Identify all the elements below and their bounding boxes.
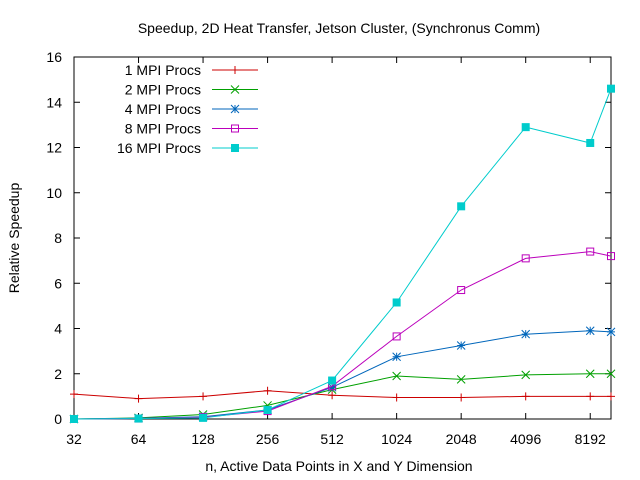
legend-label: 8 MPI Procs xyxy=(125,121,201,137)
data-point xyxy=(392,393,401,402)
legend-label: 1 MPI Procs xyxy=(125,62,201,78)
data-point xyxy=(457,393,466,402)
x-tick-label: 64 xyxy=(131,431,147,447)
x-tick-label: 1024 xyxy=(381,431,412,447)
series-line xyxy=(73,88,612,420)
y-tick-label: 8 xyxy=(54,230,62,246)
y-tick-label: 4 xyxy=(54,321,62,337)
data-point xyxy=(70,415,78,423)
data-point xyxy=(70,390,78,399)
y-tick-label: 6 xyxy=(54,275,62,291)
data-point xyxy=(199,392,208,401)
data-point xyxy=(585,326,595,336)
data-point xyxy=(392,298,401,307)
data-point xyxy=(231,124,239,133)
y-tick-label: 2 xyxy=(54,366,62,382)
x-tick-label: 8192 xyxy=(575,431,606,447)
data-point xyxy=(392,332,401,341)
data-point xyxy=(199,413,208,422)
data-point xyxy=(521,254,530,263)
legend-label: 2 MPI Procs xyxy=(125,82,201,98)
data-point xyxy=(607,84,615,93)
legend-label: 4 MPI Procs xyxy=(125,101,201,117)
x-tick-label: 4096 xyxy=(510,431,541,447)
data-point xyxy=(586,138,595,147)
x-tick-label: 128 xyxy=(191,431,215,447)
data-point xyxy=(606,369,616,379)
data-point xyxy=(134,414,143,423)
series-line xyxy=(73,251,612,420)
series-line xyxy=(73,373,611,420)
data-point xyxy=(231,66,239,74)
legend-label: 16 MPI Procs xyxy=(117,140,201,156)
data-point xyxy=(134,394,143,403)
x-tick-label: 256 xyxy=(256,431,280,447)
data-point xyxy=(457,202,466,211)
x-axis-label: n, Active Data Points in X and Y Dimensi… xyxy=(205,458,472,474)
data-point xyxy=(521,329,531,339)
data-point xyxy=(263,386,272,395)
data-point xyxy=(457,286,466,295)
data-point xyxy=(456,375,466,384)
data-point xyxy=(586,392,595,401)
chart-title: Speedup, 2D Heat Transfer, Jetson Cluste… xyxy=(138,20,540,36)
x-tick-label: 512 xyxy=(320,431,344,447)
data-point xyxy=(263,405,272,414)
data-point xyxy=(328,376,337,385)
y-tick-label: 10 xyxy=(46,185,62,201)
data-point xyxy=(606,327,616,337)
y-tick-label: 12 xyxy=(46,140,62,156)
y-axis-label: Relative Speedup xyxy=(6,183,22,294)
y-tick-label: 16 xyxy=(46,49,62,65)
data-point xyxy=(585,369,595,379)
data-point xyxy=(586,247,595,256)
data-point xyxy=(230,85,240,94)
data-point xyxy=(456,341,466,350)
data-point xyxy=(607,392,615,401)
data-point xyxy=(521,123,530,132)
y-tick-label: 14 xyxy=(46,94,62,110)
data-point xyxy=(392,371,401,381)
x-tick-label: 2048 xyxy=(446,431,477,447)
data-point xyxy=(607,252,615,261)
data-point xyxy=(521,392,530,401)
series-line xyxy=(73,390,611,400)
data-point xyxy=(392,352,401,362)
y-tick-label: 0 xyxy=(54,411,62,427)
data-point xyxy=(521,370,531,380)
data-point xyxy=(328,391,337,400)
data-point xyxy=(327,382,337,392)
data-point xyxy=(230,104,240,114)
data-point xyxy=(231,144,239,152)
plot-area: 0 2 4 6 8 10 12 14 16 32 64 128 256 512 1024 2048 4096 81… xyxy=(46,49,616,447)
x-tick-label: 32 xyxy=(66,431,82,447)
